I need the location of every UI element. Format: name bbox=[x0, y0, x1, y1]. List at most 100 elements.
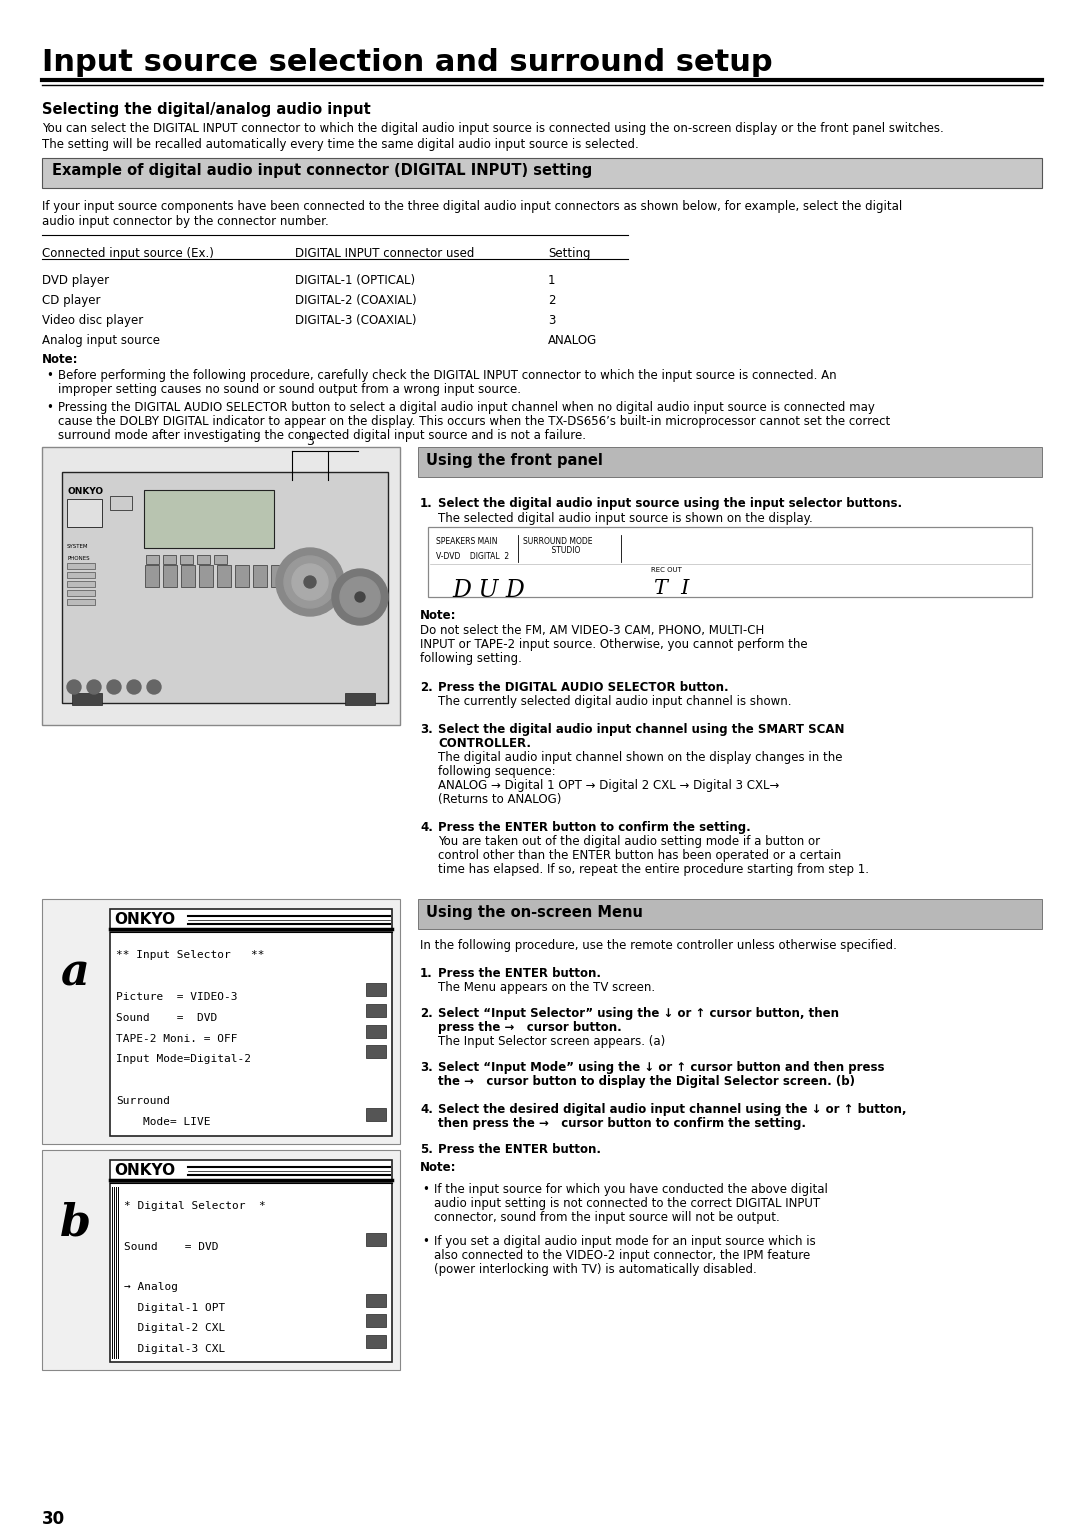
Text: ANALOG: ANALOG bbox=[548, 335, 597, 347]
Text: the →   cursor button to display the Digital Selector screen. (b): the → cursor button to display the Digit… bbox=[438, 1076, 855, 1088]
Text: Mode= LIVE: Mode= LIVE bbox=[116, 1117, 211, 1128]
Text: → Analog: → Analog bbox=[124, 1282, 178, 1293]
Circle shape bbox=[355, 591, 365, 602]
Text: Connected input source (Ex.): Connected input source (Ex.) bbox=[42, 248, 214, 260]
Text: Press the ENTER button to confirm the setting.: Press the ENTER button to confirm the se… bbox=[438, 821, 751, 834]
Text: 4.: 4. bbox=[420, 1103, 433, 1115]
Bar bbox=[42, 1151, 400, 1371]
Bar bbox=[180, 555, 193, 564]
Bar bbox=[214, 555, 227, 564]
Text: audio input setting is not connected to the correct DIGITAL INPUT: audio input setting is not connected to … bbox=[434, 1196, 820, 1210]
Text: Note:: Note: bbox=[420, 610, 457, 622]
Bar bbox=[110, 1160, 392, 1180]
Text: The currently selected digital audio input channel is shown.: The currently selected digital audio inp… bbox=[438, 695, 792, 707]
Text: The Input Selector screen appears. (a): The Input Selector screen appears. (a) bbox=[438, 1034, 665, 1048]
Text: PHONES: PHONES bbox=[67, 556, 90, 561]
Bar bbox=[110, 909, 392, 929]
Circle shape bbox=[127, 680, 141, 694]
Text: V-DVD    DIGITAL  2: V-DVD DIGITAL 2 bbox=[436, 552, 509, 561]
Text: control other than the ENTER button has been operated or a certain: control other than the ENTER button has … bbox=[438, 850, 841, 862]
Bar bbox=[145, 565, 159, 587]
Bar bbox=[289, 565, 303, 587]
Text: 1: 1 bbox=[548, 274, 555, 287]
Text: Select the digital audio input channel using the SMART SCAN: Select the digital audio input channel u… bbox=[438, 723, 845, 736]
Text: You are taken out of the digital audio setting mode if a button or: You are taken out of the digital audio s… bbox=[438, 834, 820, 848]
Text: DIGITAL-1 (OPTICAL): DIGITAL-1 (OPTICAL) bbox=[295, 274, 415, 287]
Text: 3.: 3. bbox=[420, 723, 433, 736]
Text: 30: 30 bbox=[42, 1510, 65, 1528]
Text: If you set a digital audio input mode for an input source which is: If you set a digital audio input mode fo… bbox=[434, 1235, 815, 1248]
Text: Selecting the digital/analog audio input: Selecting the digital/analog audio input bbox=[42, 102, 370, 118]
Text: •: • bbox=[422, 1183, 429, 1196]
Text: Before performing the following procedure, carefully check the DIGITAL INPUT con: Before performing the following procedur… bbox=[58, 368, 837, 382]
Text: In the following procedure, use the remote controller unless otherwise specified: In the following procedure, use the remo… bbox=[420, 940, 896, 952]
Text: You can select the DIGITAL INPUT connector to which the digital audio input sour: You can select the DIGITAL INPUT connect… bbox=[42, 122, 944, 134]
Bar bbox=[345, 694, 375, 704]
Text: connector, sound from the input source will not be output.: connector, sound from the input source w… bbox=[434, 1212, 780, 1224]
Bar bbox=[366, 1004, 386, 1016]
Text: b: b bbox=[60, 1203, 91, 1245]
Bar bbox=[366, 1108, 386, 1122]
Text: time has elapsed. If so, repeat the entire procedure starting from step 1.: time has elapsed. If so, repeat the enti… bbox=[438, 863, 869, 876]
Circle shape bbox=[107, 680, 121, 694]
Text: INPUT or TAPE-2 input source. Otherwise, you cannot perform the: INPUT or TAPE-2 input source. Otherwise,… bbox=[420, 639, 808, 651]
Text: following setting.: following setting. bbox=[420, 652, 522, 665]
Bar bbox=[366, 1025, 386, 1038]
Bar bbox=[199, 565, 213, 587]
Text: DVD player: DVD player bbox=[42, 274, 109, 287]
Text: improper setting causes no sound or sound output from a wrong input source.: improper setting causes no sound or soun… bbox=[58, 384, 521, 396]
Text: DIGITAL-3 (COAXIAL): DIGITAL-3 (COAXIAL) bbox=[295, 313, 417, 327]
Circle shape bbox=[303, 576, 316, 588]
Text: T  I: T I bbox=[654, 579, 689, 597]
Bar bbox=[146, 555, 159, 564]
Text: 2.: 2. bbox=[420, 1007, 433, 1021]
Bar bbox=[181, 565, 195, 587]
Bar bbox=[418, 898, 1042, 929]
Text: Sound    =  DVD: Sound = DVD bbox=[116, 1013, 217, 1022]
Text: The Menu appears on the TV screen.: The Menu appears on the TV screen. bbox=[438, 981, 656, 995]
Circle shape bbox=[276, 549, 345, 616]
Text: Note:: Note: bbox=[420, 1161, 457, 1174]
Text: 2.: 2. bbox=[420, 681, 433, 694]
Circle shape bbox=[147, 680, 161, 694]
Bar bbox=[418, 448, 1042, 477]
Text: Select the desired digital audio input channel using the ↓ or ↑ button,: Select the desired digital audio input c… bbox=[438, 1103, 906, 1115]
Text: Example of digital audio input connector (DIGITAL INPUT) setting: Example of digital audio input connector… bbox=[52, 163, 592, 177]
Text: ONKYO: ONKYO bbox=[67, 487, 103, 497]
Bar bbox=[110, 932, 392, 1135]
Text: ** Input Selector   **: ** Input Selector ** bbox=[116, 950, 265, 960]
Circle shape bbox=[332, 568, 388, 625]
Text: CONTROLLER.: CONTROLLER. bbox=[438, 736, 531, 750]
Bar bbox=[428, 527, 1032, 597]
Bar bbox=[110, 497, 132, 510]
Bar bbox=[67, 571, 95, 578]
Text: Using the front panel: Using the front panel bbox=[426, 452, 603, 468]
Text: If the input source for which you have conducted the above digital: If the input source for which you have c… bbox=[434, 1183, 828, 1196]
Text: Press the DIGITAL AUDIO SELECTOR button.: Press the DIGITAL AUDIO SELECTOR button. bbox=[438, 681, 729, 694]
Bar bbox=[366, 1334, 386, 1348]
Bar bbox=[72, 694, 102, 704]
Text: The digital audio input channel shown on the display changes in the: The digital audio input channel shown on… bbox=[438, 750, 842, 764]
Bar bbox=[67, 599, 95, 605]
Text: CD player: CD player bbox=[42, 293, 100, 307]
Text: SURROUND MODE: SURROUND MODE bbox=[523, 536, 593, 545]
Text: Note:: Note: bbox=[42, 353, 79, 367]
Text: press the →   cursor button.: press the → cursor button. bbox=[438, 1021, 622, 1034]
Circle shape bbox=[67, 680, 81, 694]
Bar bbox=[62, 472, 388, 703]
Bar bbox=[163, 565, 177, 587]
Text: Digital-1 OPT: Digital-1 OPT bbox=[124, 1303, 226, 1313]
Bar bbox=[366, 1294, 386, 1306]
Text: 3: 3 bbox=[306, 435, 314, 448]
Text: Digital-2 CXL: Digital-2 CXL bbox=[124, 1323, 226, 1334]
Bar bbox=[110, 1183, 392, 1361]
Bar bbox=[366, 1233, 386, 1245]
Bar bbox=[42, 448, 400, 724]
Text: If your input source components have been connected to the three digital audio i: If your input source components have bee… bbox=[42, 200, 902, 212]
Bar bbox=[366, 1314, 386, 1328]
Circle shape bbox=[284, 556, 336, 608]
Text: Select “Input Mode” using the ↓ or ↑ cursor button and then press: Select “Input Mode” using the ↓ or ↑ cur… bbox=[438, 1060, 885, 1074]
Text: ONKYO: ONKYO bbox=[114, 1163, 175, 1178]
Text: Sound    = DVD: Sound = DVD bbox=[124, 1242, 218, 1251]
Bar bbox=[366, 983, 386, 996]
